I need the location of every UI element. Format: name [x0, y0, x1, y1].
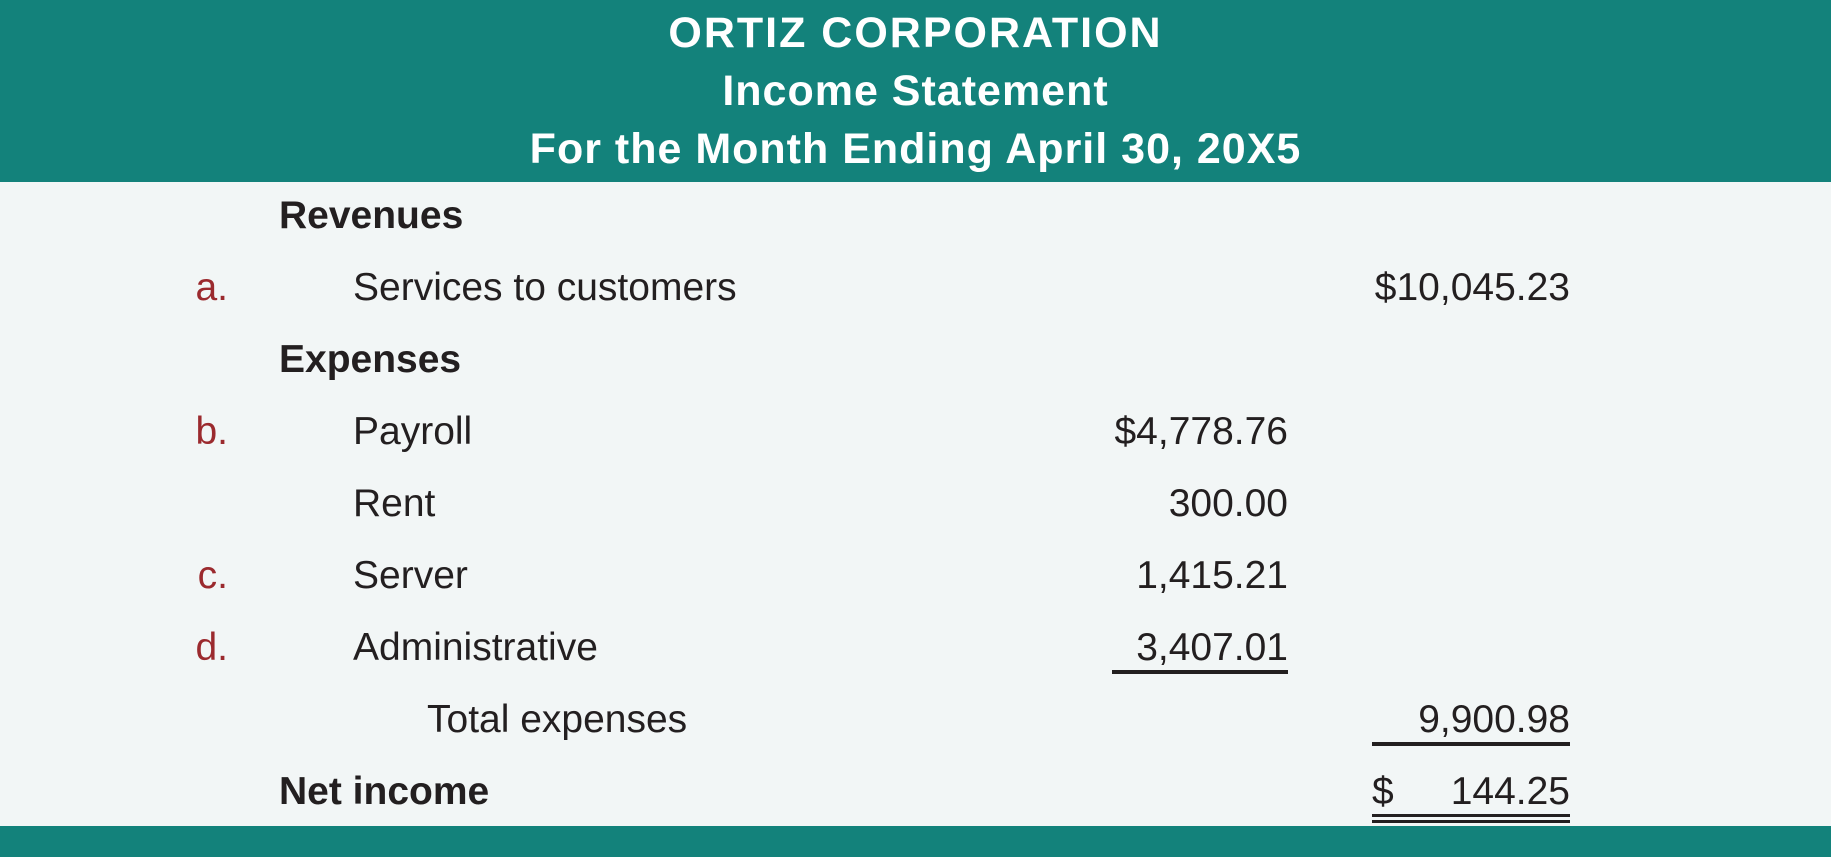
line-marker: b.: [195, 410, 228, 453]
total-rule: [1372, 742, 1570, 746]
statement-header: ORTIZ CORPORATION Income Statement For t…: [0, 0, 1831, 182]
expense-amount: 300.00: [1168, 482, 1288, 525]
expense-amount: 1,415.21: [1136, 554, 1288, 597]
statement-period: For the Month Ending April 30, 20X5: [529, 125, 1302, 173]
net-income-row: Net income $ 144.25: [0, 764, 1831, 820]
line-marker: a.: [195, 266, 228, 309]
expense-amount: $4,778.76: [1114, 410, 1288, 453]
net-income-currency: $: [1372, 770, 1394, 813]
statement-footer-bar: [0, 826, 1831, 857]
line-label: Payroll: [353, 410, 473, 453]
revenues-heading: Revenues: [279, 194, 464, 237]
subtotal-rule: [1112, 670, 1288, 674]
total-expenses-row: Total expenses 9,900.98: [0, 692, 1831, 748]
revenue-line: a. Services to customers $10,045.23: [0, 260, 1831, 316]
expenses-heading: Expenses: [279, 338, 462, 381]
line-label: Rent: [353, 482, 436, 525]
revenues-heading-row: Revenues: [0, 188, 1831, 244]
expenses-heading-row: Expenses: [0, 332, 1831, 388]
line-marker: d.: [195, 626, 228, 669]
line-label: Services to customers: [353, 266, 737, 309]
line-marker: c.: [197, 554, 228, 597]
company-name: ORTIZ CORPORATION: [668, 9, 1163, 57]
total-expenses-amount: 9,900.98: [1418, 698, 1570, 741]
expense-line: b. Payroll $4,778.76: [0, 404, 1831, 460]
statement-title: Income Statement: [722, 67, 1109, 115]
double-rule: [1372, 814, 1570, 823]
line-label: Server: [353, 554, 468, 597]
net-income-label: Net income: [279, 770, 490, 813]
expense-amount: 3,407.01: [1136, 626, 1288, 669]
expense-line: Rent 300.00: [0, 476, 1831, 532]
revenue-amount: $10,045.23: [1374, 266, 1570, 309]
net-income-amount: 144.25: [1450, 770, 1570, 813]
line-label: Administrative: [353, 626, 598, 669]
expense-line: c. Server 1,415.21: [0, 548, 1831, 604]
expense-line: d. Administrative 3,407.01: [0, 620, 1831, 676]
total-expenses-label: Total expenses: [427, 698, 688, 741]
